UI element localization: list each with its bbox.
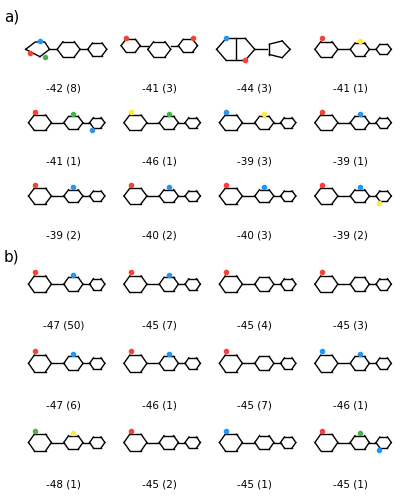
Text: -41 (1): -41 (1) [332, 84, 367, 94]
Text: -45 (4): -45 (4) [237, 321, 271, 331]
Text: -46 (1): -46 (1) [142, 400, 176, 410]
Text: -39 (1): -39 (1) [332, 157, 367, 167]
Text: -47 (6): -47 (6) [46, 400, 81, 410]
Text: -46 (1): -46 (1) [332, 400, 367, 410]
Text: -45 (7): -45 (7) [142, 321, 176, 331]
Text: -45 (3): -45 (3) [332, 321, 367, 331]
Text: b): b) [4, 250, 20, 265]
Text: -41 (3): -41 (3) [142, 84, 176, 94]
Text: -42 (8): -42 (8) [46, 84, 81, 94]
Text: -44 (3): -44 (3) [237, 84, 271, 94]
Text: -40 (2): -40 (2) [142, 230, 176, 240]
Text: -39 (2): -39 (2) [332, 230, 367, 240]
Text: -45 (2): -45 (2) [142, 479, 176, 489]
Text: -40 (3): -40 (3) [237, 230, 271, 240]
Text: -39 (3): -39 (3) [237, 157, 271, 167]
Text: -45 (1): -45 (1) [237, 479, 271, 489]
Text: -48 (1): -48 (1) [46, 479, 81, 489]
Text: -45 (7): -45 (7) [237, 400, 271, 410]
Text: -39 (2): -39 (2) [46, 230, 81, 240]
Text: -47 (50): -47 (50) [43, 321, 84, 331]
Text: -46 (1): -46 (1) [142, 157, 176, 167]
Text: -45 (1): -45 (1) [332, 479, 367, 489]
Text: a): a) [4, 10, 19, 25]
Text: -41 (1): -41 (1) [46, 157, 81, 167]
